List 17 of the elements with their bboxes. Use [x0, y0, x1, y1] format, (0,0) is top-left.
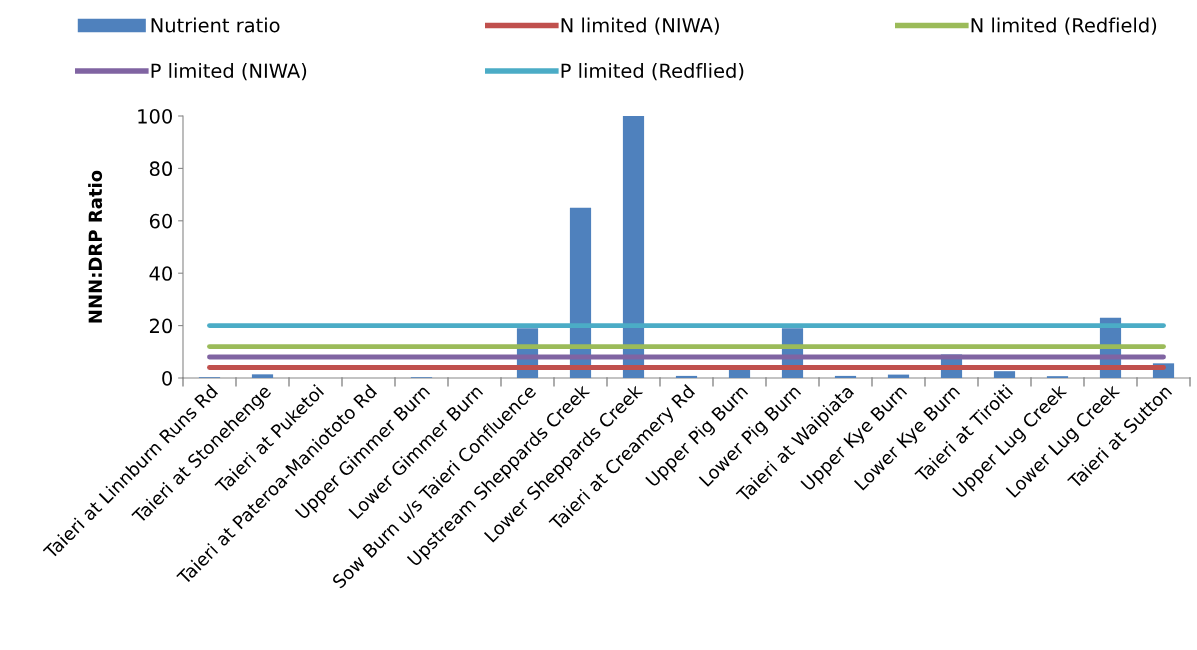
bar	[993, 371, 1016, 378]
y-tick-label: 80	[149, 161, 172, 177]
y-tick-label: 100	[138, 108, 172, 124]
y-tick-label: 40	[149, 266, 172, 281]
y-tick-label: 0	[162, 370, 172, 386]
legend-label: P limited (NIWA)	[151, 63, 307, 81]
bar	[675, 375, 698, 378]
bar	[622, 116, 645, 378]
bar	[834, 375, 857, 378]
legend-label: N limited (NIWA)	[561, 17, 719, 35]
legend-label: Nutrient ratio	[151, 17, 280, 33]
legend-label: N limited (Redfield)	[971, 17, 1157, 35]
bar	[251, 374, 274, 378]
y-axis-title: NNN:DRP Ratio	[88, 170, 103, 323]
y-tick-label: 20	[149, 318, 172, 334]
legend-label: P limited (Redflied)	[561, 63, 744, 81]
y-tick-label: 60	[149, 213, 172, 229]
